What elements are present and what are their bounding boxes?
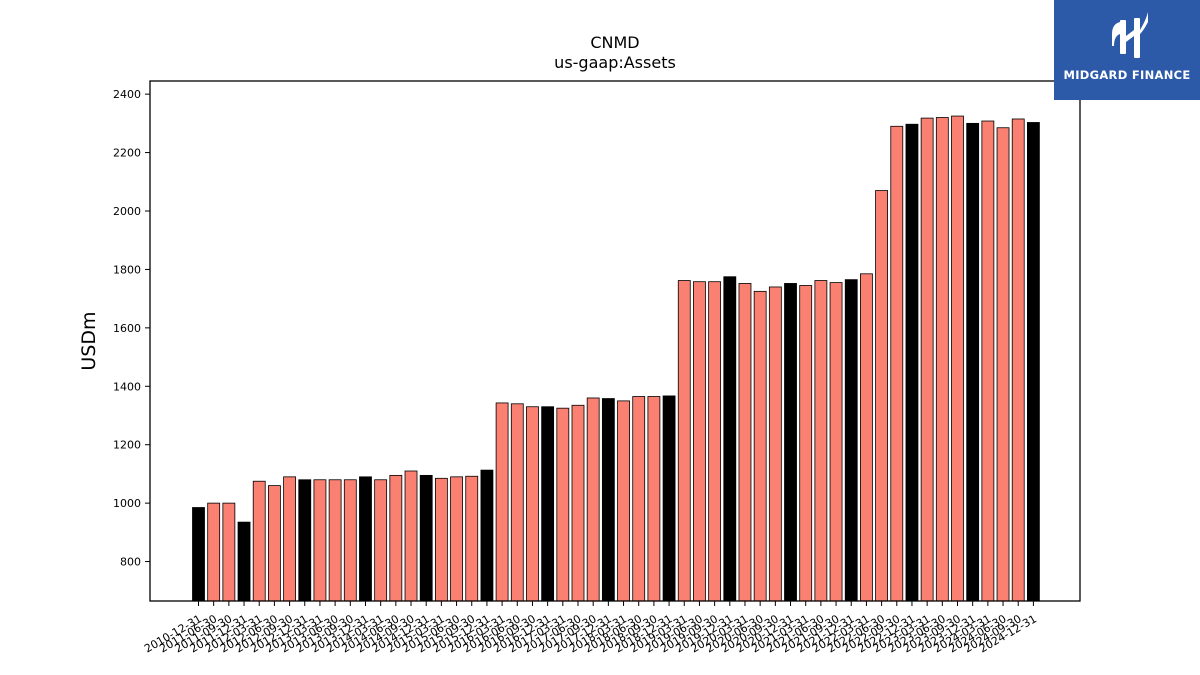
bar-2015-03-31 xyxy=(434,477,448,602)
bar-2018-03-31 xyxy=(617,400,630,602)
bar-2024-06-30 xyxy=(996,127,1010,602)
bar-2021-09-30 xyxy=(829,282,843,602)
bar-2018-12-31 xyxy=(662,395,676,602)
bar-2024-03-31 xyxy=(981,120,995,602)
bar-2022-03-31 xyxy=(860,273,873,602)
bar-2012-12-31 xyxy=(298,479,312,602)
bar-2021-12-31 xyxy=(844,279,858,602)
bar-2019-12-31 xyxy=(723,276,737,602)
chart-title: CNMD xyxy=(590,33,639,52)
bar-2010-12-31 xyxy=(192,507,205,602)
y-tick-label-2200: 2200 xyxy=(113,147,141,160)
bar-2011-09-30 xyxy=(222,502,236,602)
bar-2012-09-30 xyxy=(283,476,296,602)
bar-2023-03-31 xyxy=(920,117,934,602)
bar-2016-09-30 xyxy=(526,406,539,602)
bar-2017-03-31 xyxy=(556,407,570,602)
bar-2018-06-30 xyxy=(632,396,646,602)
bar-2014-12-31 xyxy=(419,474,433,602)
bar-2022-06-30 xyxy=(875,190,888,602)
bar-2016-12-31 xyxy=(541,406,555,602)
y-tick-label-800: 800 xyxy=(120,556,141,569)
bar-2013-09-30 xyxy=(343,479,357,602)
bar-2020-12-31 xyxy=(784,283,797,602)
midgard-logo-icon xyxy=(1112,12,1148,58)
bar-2023-06-30 xyxy=(935,117,949,602)
bar-2014-09-30 xyxy=(404,470,418,602)
bar-2023-09-30 xyxy=(951,115,964,602)
y-tick-label-1200: 1200 xyxy=(113,439,141,452)
brand-logo: MIDGARD FINANCE xyxy=(1054,0,1200,100)
y-axis-label: USDm xyxy=(78,311,100,370)
bar-2011-12-31 xyxy=(237,521,251,602)
bar-2019-03-31 xyxy=(677,280,691,602)
bar-2022-09-30 xyxy=(890,125,904,602)
bar-2024-09-30 xyxy=(1011,118,1025,602)
bar-2015-06-30 xyxy=(450,476,463,602)
bar-2020-06-30 xyxy=(753,290,767,602)
bar-2012-03-31 xyxy=(252,480,266,602)
bar-2024-12-31 xyxy=(1027,122,1040,602)
bar-2017-12-31 xyxy=(601,398,615,602)
y-tick-label-2400: 2400 xyxy=(113,88,141,101)
bar-2011-06-30 xyxy=(207,502,221,602)
bar-2013-12-31 xyxy=(359,476,372,602)
y-tick-label-2000: 2000 xyxy=(113,205,141,218)
bars-group xyxy=(192,115,1040,602)
bar-2023-12-31 xyxy=(966,122,980,602)
chart-subtitle: us-gaap:Assets xyxy=(554,53,676,72)
bar-2019-09-30 xyxy=(708,281,722,602)
bar-2021-03-31 xyxy=(799,285,813,602)
y-tick-label-1600: 1600 xyxy=(113,322,141,335)
x-axis-ticks: 2010-12-312011-06-302011-09-302011-12-31… xyxy=(142,601,1039,655)
bar-2018-09-30 xyxy=(647,396,661,602)
bar-2013-03-31 xyxy=(313,479,327,602)
bar-2014-06-30 xyxy=(389,474,403,602)
bar-2017-06-30 xyxy=(571,404,585,602)
y-tick-label-1800: 1800 xyxy=(113,263,141,276)
bar-2016-06-30 xyxy=(510,403,524,602)
logo-text: MIDGARD FINANCE xyxy=(1063,68,1191,82)
plot-frame xyxy=(149,80,1081,602)
y-tick-label-1000: 1000 xyxy=(113,497,141,510)
bar-2015-09-30 xyxy=(465,475,479,602)
bar-2020-03-31 xyxy=(738,283,752,602)
y-tick-label-1400: 1400 xyxy=(113,380,141,393)
bar-2019-06-30 xyxy=(693,281,706,602)
bar-2014-03-31 xyxy=(374,479,388,602)
bar-2016-03-31 xyxy=(495,402,509,602)
y-axis-ticks: 800 1000 1200 1400 1600 1800 2000 2200 2400 xyxy=(113,88,150,569)
bar-2020-09-30 xyxy=(768,286,782,602)
bar-2012-06-30 xyxy=(267,485,281,602)
bar-2021-06-30 xyxy=(814,280,828,602)
bar-2015-12-31 xyxy=(480,469,494,602)
bar-2017-09-30 xyxy=(586,397,600,602)
bar-2022-12-31 xyxy=(905,123,919,602)
bar-2013-06-30 xyxy=(328,479,342,602)
